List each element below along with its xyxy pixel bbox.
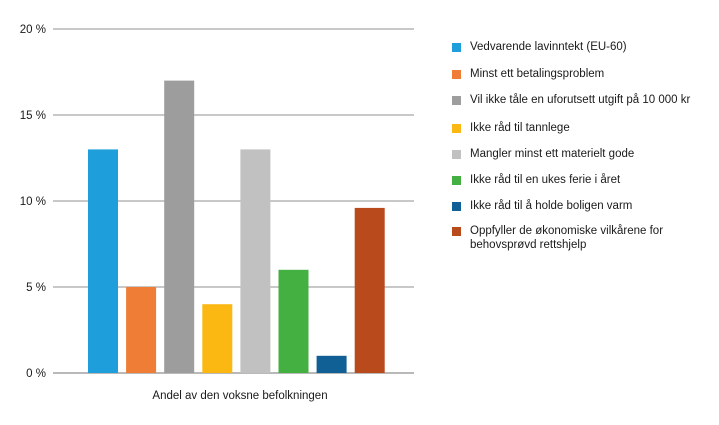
legend-item: Vil ikke tåle en uforutsett utgift på 10… [452,93,714,107]
legend-label: Oppfyller de økonomiske vilkårene for be… [470,225,664,251]
bars [88,80,385,373]
legend-swatch [452,227,461,236]
y-tick-label: 20 % [20,24,46,36]
y-tick-label: 0 % [26,368,46,380]
legend-item: Ikke råd til å holde boligen varm [452,199,714,213]
legend-swatch [452,124,461,133]
legend-item: Ikke råd til en ukes ferie i året [452,173,714,187]
x-axis-label: Andel av den voksne befolkningen [152,390,328,402]
legend-label: Ikke råd til en ukes ferie i året [470,174,621,186]
bar [126,287,157,373]
legend-item: Mangler minst ett materielt gode [452,147,714,161]
legend-swatch [452,43,461,52]
bar [88,149,118,373]
bar [354,207,385,373]
bar [202,304,233,373]
legend-swatch [452,96,461,105]
bar [316,355,347,373]
legend-swatch [452,176,461,185]
legend-item: Vedvarende lavinntekt (EU-60) [452,40,714,54]
legend-item: Ikke råd til tannlege [452,121,714,135]
legend-swatch [452,150,461,159]
legend-item: Oppfyller de økonomiske vilkårene for be… [452,224,714,252]
legend-label: Ikke råd til tannlege [470,122,570,134]
bar [278,269,309,373]
legend-label: Vil ikke tåle en uforutsett utgift på 10… [470,94,691,106]
legend-swatch [452,202,461,211]
legend-label: Mangler minst ett materielt gode [470,148,635,160]
y-tick-label: 5 % [26,282,46,294]
legend-swatch [452,70,461,79]
bar [164,80,195,373]
legend-label: Ikke råd til å holde boligen varm [470,200,633,212]
y-tick-label: 15 % [20,110,46,122]
legend-item: Minst ett betalingsproblem [452,67,714,81]
y-axis-ticks: 0 % 5 % 10 % 15 % 20 % [20,24,46,380]
legend-label: Vedvarende lavinntekt (EU-60) [470,41,627,53]
legend-label: Minst ett betalingsproblem [470,68,605,80]
bar [240,149,271,373]
y-tick-label: 10 % [20,196,46,208]
